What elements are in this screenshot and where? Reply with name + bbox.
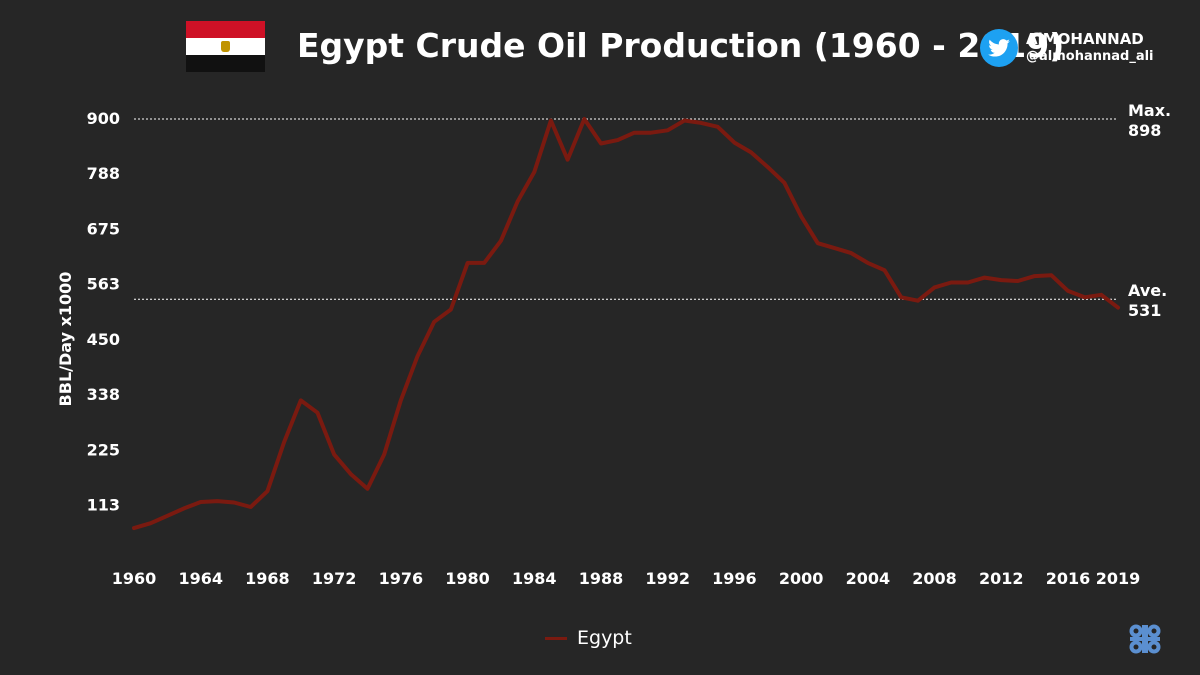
y-tick-label: 675 (87, 220, 120, 239)
y-tick-label: 113 (87, 496, 120, 515)
x-tick-label: 2019 (1096, 569, 1141, 588)
chart-legend: Egypt (545, 627, 632, 649)
x-tick-label: 1992 (645, 569, 690, 588)
brand-block: AlMOHANNAD @almohannad_ali (980, 26, 1154, 70)
brand-handle[interactable]: @almohannad_ali (1026, 49, 1154, 64)
y-tick-label: 788 (87, 164, 120, 183)
reference-line-value: 531 (1128, 301, 1161, 320)
x-tick-label: 1960 (112, 569, 157, 588)
x-tick-label: 1968 (245, 569, 290, 588)
x-tick-label: 1964 (178, 569, 223, 588)
eagle-emblem-icon (221, 41, 230, 52)
series-line-egypt (132, 117, 1120, 531)
x-tick-label: 1972 (312, 569, 357, 588)
x-tick-label: 1984 (512, 569, 557, 588)
y-axis-label: BBL/Day x1000 (56, 272, 75, 407)
x-tick-label: 2016 (1046, 569, 1091, 588)
x-tick-label: 2012 (979, 569, 1024, 588)
y-tick-label: 450 (87, 330, 120, 349)
x-tick-label: 1988 (579, 569, 624, 588)
reference-line-value: 898 (1128, 121, 1161, 140)
x-tick-label: 1976 (379, 569, 424, 588)
twitter-bird-icon[interactable] (980, 29, 1018, 67)
opec-logo-icon (1129, 624, 1161, 654)
x-tick-label: 2008 (912, 569, 957, 588)
brand-name: AlMOHANNAD (1026, 30, 1144, 48)
y-tick-label: 900 (87, 109, 120, 128)
y-tick-label: 225 (87, 441, 120, 460)
chart-title: Egypt Crude Oil Production (1960 - 2019) (297, 26, 1065, 65)
legend-swatch (545, 636, 567, 640)
y-tick-label: 563 (87, 275, 120, 294)
reference-line-label: Max. (1128, 101, 1171, 120)
y-tick-label: 338 (87, 385, 120, 404)
x-tick-label: 2000 (779, 569, 824, 588)
x-tick-label: 2004 (846, 569, 891, 588)
egypt-flag-icon (186, 21, 265, 72)
reference-line-label: Ave. (1128, 281, 1167, 300)
legend-label-egypt: Egypt (577, 627, 632, 649)
x-tick-label: 1980 (445, 569, 490, 588)
x-tick-label: 1996 (712, 569, 757, 588)
